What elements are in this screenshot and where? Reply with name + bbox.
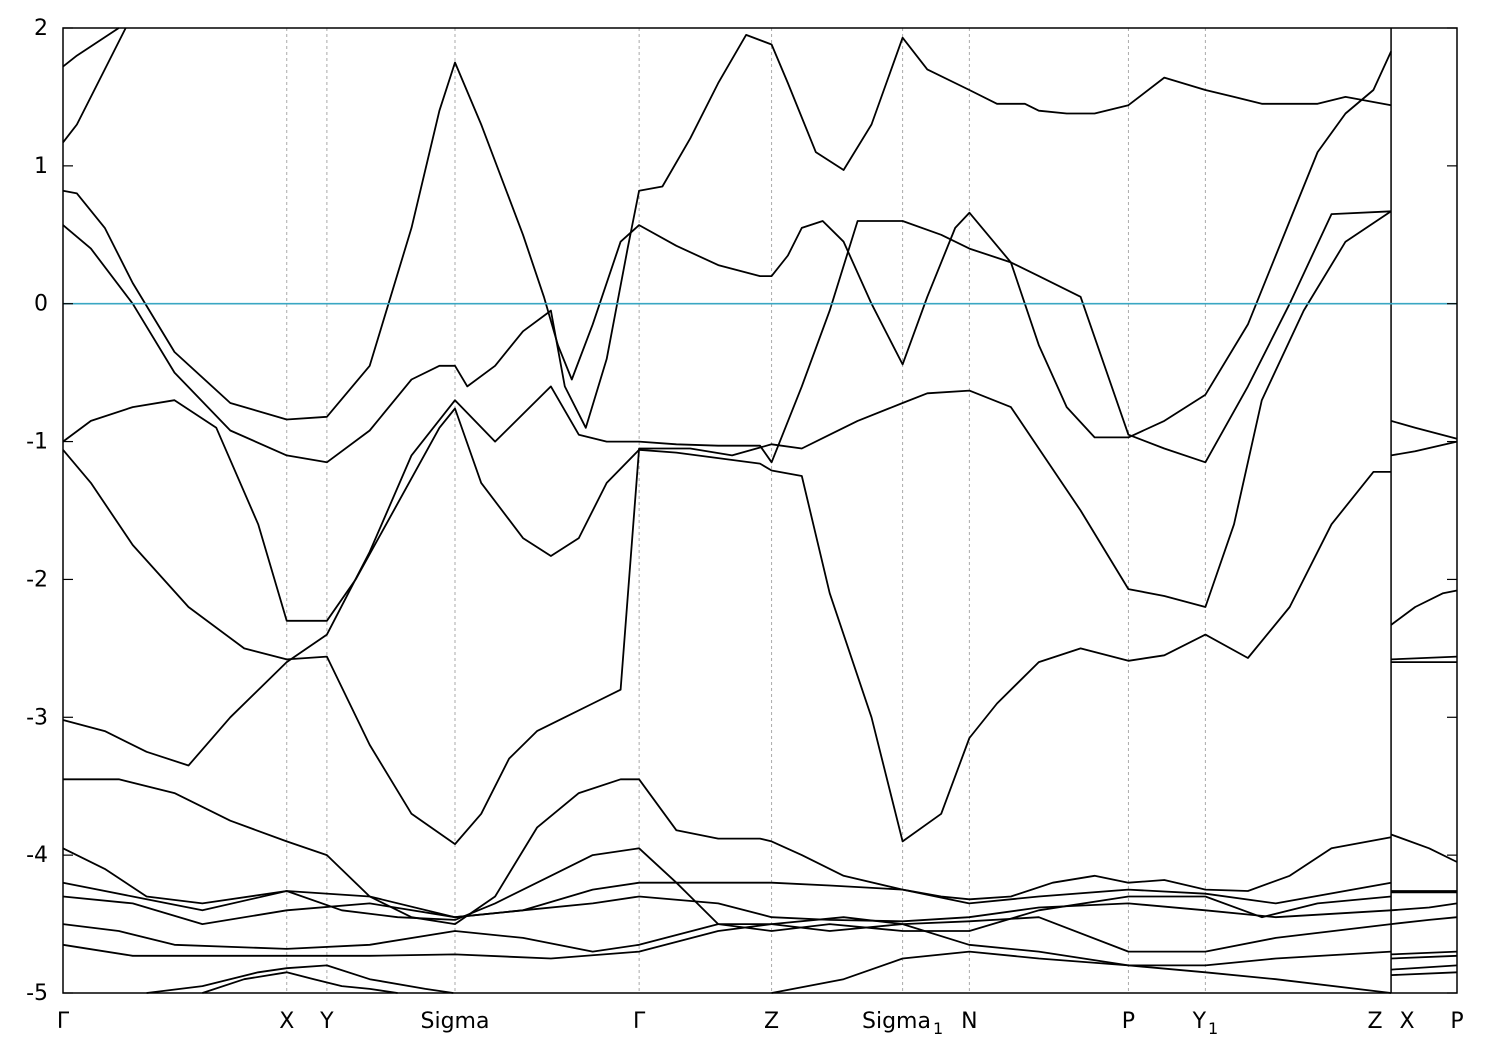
kpoint-label: X — [279, 1009, 294, 1034]
band-lines — [62, 27, 1458, 994]
band-line — [62, 916, 1392, 953]
band-line — [1391, 950, 1458, 956]
band-line — [62, 27, 127, 143]
band-line — [62, 34, 1392, 464]
x-axis-kpoint-labels: Γ X Y Sigma Γ Z Sigma 1 N P Y 1 Z X P — [57, 1009, 1464, 1038]
y-tick-label: -3 — [26, 705, 48, 730]
kpoint-label: Sigma — [421, 1009, 490, 1034]
plot-frame — [62, 27, 1458, 994]
band-line — [1391, 655, 1458, 661]
band-line — [63, 778, 1392, 925]
kpoint-label-subscript: 1 — [933, 1019, 943, 1038]
band-line — [1391, 964, 1458, 971]
kpoint-label: P — [1122, 1009, 1135, 1034]
band-line — [62, 210, 1392, 767]
kpoint-label: Y — [319, 1009, 334, 1034]
y-tick-label: 0 — [34, 292, 48, 317]
band-line — [62, 881, 1392, 919]
band-line — [1391, 954, 1458, 960]
band-line — [1390, 420, 1458, 440]
band-line — [771, 950, 1392, 994]
kpoint-gridlines — [286, 28, 1392, 993]
band-line — [1391, 916, 1458, 925]
band-line — [62, 399, 1392, 843]
band-line — [1391, 902, 1458, 912]
band-line — [202, 971, 398, 994]
kpoint-label-subscript: 1 — [1208, 1019, 1218, 1038]
band-line — [146, 964, 454, 994]
band-line — [62, 847, 1392, 932]
band-line — [62, 27, 120, 68]
kpoint-label: P — [1450, 1009, 1463, 1034]
band-line — [62, 895, 1392, 925]
y-tick-label: 1 — [34, 154, 48, 179]
band-line — [1390, 440, 1458, 457]
band-line — [62, 210, 1392, 845]
band-line — [1390, 589, 1458, 626]
band-line — [62, 916, 1392, 967]
kpoint-label: Z — [764, 1009, 779, 1034]
kpoint-label: X — [1400, 1009, 1415, 1034]
kpoint-label: Γ — [57, 1009, 70, 1034]
kpoint-label: Sigma 1 — [862, 1009, 943, 1038]
band-line — [1390, 833, 1458, 863]
kpoint-label: Γ — [633, 1009, 646, 1034]
y-tick-label: 2 — [34, 16, 48, 41]
y-axis-ticks: 2 1 0 -1 -2 -3 -4 -5 — [26, 16, 1457, 1006]
y-tick-label: -2 — [26, 567, 48, 592]
band-line — [62, 51, 1392, 439]
kpoint-label: Z — [1368, 1009, 1383, 1034]
band-line — [1391, 971, 1458, 976]
y-tick-label: -4 — [26, 843, 48, 868]
kpoint-label: N — [961, 1009, 977, 1034]
y-tick-label: -1 — [26, 430, 48, 455]
y-tick-label: -5 — [26, 981, 48, 1006]
